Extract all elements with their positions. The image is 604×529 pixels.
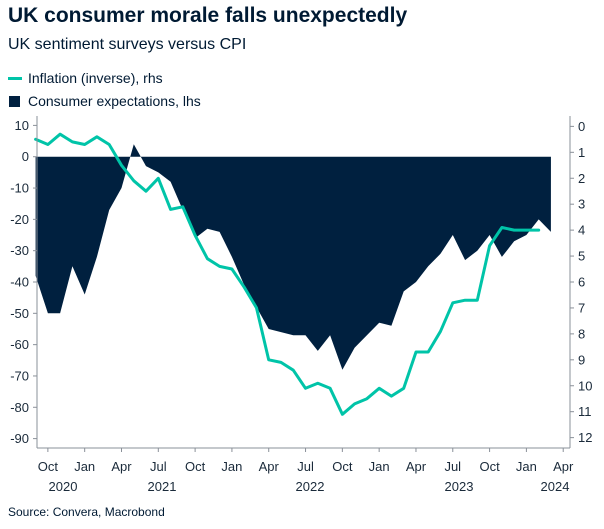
x-tick-label: Jan — [221, 459, 242, 474]
x-tick-label: Jan — [516, 459, 537, 474]
y-left-tick-label: 10 — [15, 118, 29, 133]
x-year-label: 2021 — [148, 479, 177, 494]
chart-subtitle: UK sentiment surveys versus CPI — [8, 36, 247, 53]
x-year-label: 2022 — [296, 479, 325, 494]
x-tick-label: Jul — [444, 459, 461, 474]
y-right-tick-label: 1 — [578, 145, 585, 160]
x-tick-label: Oct — [38, 459, 59, 474]
chart-title: UK consumer morale falls unexpectedly — [8, 4, 408, 27]
axes-layer — [33, 116, 574, 452]
y-right-tick-label: 12 — [578, 430, 592, 445]
x-tick-label: Apr — [259, 459, 280, 474]
y-left-tick-label: -50 — [10, 306, 29, 321]
y-left-tick-label: -80 — [10, 400, 29, 415]
x-tick-label: Jul — [150, 459, 167, 474]
series-line-inflation — [34, 132, 541, 416]
area-layer — [35, 144, 551, 370]
x-tick-label: Oct — [332, 459, 353, 474]
tick-layer: 100-10-20-30-40-50-60-70-80-900123456789… — [10, 118, 592, 494]
y-left-tick-label: -20 — [10, 212, 29, 227]
y-left-tick-label: -10 — [10, 181, 29, 196]
legend-label-consumer-expectations: Consumer expectations, lhs — [28, 93, 201, 109]
y-right-tick-label: 7 — [578, 300, 585, 315]
y-right-tick-label: 11 — [578, 404, 592, 419]
x-year-label: 2020 — [49, 479, 78, 494]
legend-swatch-line — [8, 76, 22, 80]
x-tick-label: Oct — [479, 459, 500, 474]
legend-swatch-area — [9, 95, 20, 107]
x-tick-label: Apr — [111, 459, 132, 474]
x-year-label: 2024 — [541, 479, 570, 494]
legend-label-inflation: Inflation (inverse), rhs — [28, 70, 163, 86]
y-left-tick-label: 0 — [22, 149, 29, 164]
y-right-tick-label: 8 — [578, 326, 585, 341]
y-left-tick-label: -60 — [10, 337, 29, 352]
y-right-tick-label: 4 — [578, 223, 585, 238]
x-tick-label: Apr — [553, 459, 574, 474]
x-tick-label: Apr — [406, 459, 427, 474]
y-right-tick-label: 0 — [578, 119, 585, 134]
x-year-label: 2023 — [445, 479, 474, 494]
y-left-tick-label: -40 — [10, 275, 29, 290]
y-right-tick-label: 9 — [578, 352, 585, 367]
y-right-tick-label: 5 — [578, 249, 585, 264]
legend-entry-consumer-expectations: Consumer expectations, lhs — [8, 92, 201, 110]
y-right-tick-label: 10 — [578, 378, 592, 393]
y-right-tick-label: 6 — [578, 275, 585, 290]
series-area-consumer-expectations — [35, 144, 551, 370]
x-tick-label: Oct — [185, 459, 206, 474]
legend-entry-inflation: Inflation (inverse), rhs — [8, 69, 163, 87]
y-left-tick-label: -70 — [10, 368, 29, 383]
y-left-tick-label: -30 — [10, 243, 29, 258]
line-layer — [34, 132, 541, 416]
y-left-tick-label: -90 — [10, 431, 29, 446]
x-tick-label: Jan — [369, 459, 390, 474]
x-tick-label: Jul — [297, 459, 314, 474]
x-tick-label: Jan — [74, 459, 95, 474]
y-right-tick-label: 3 — [578, 197, 585, 212]
y-right-tick-label: 2 — [578, 171, 585, 186]
source-note: Source: Convera, Macrobond — [8, 505, 165, 519]
